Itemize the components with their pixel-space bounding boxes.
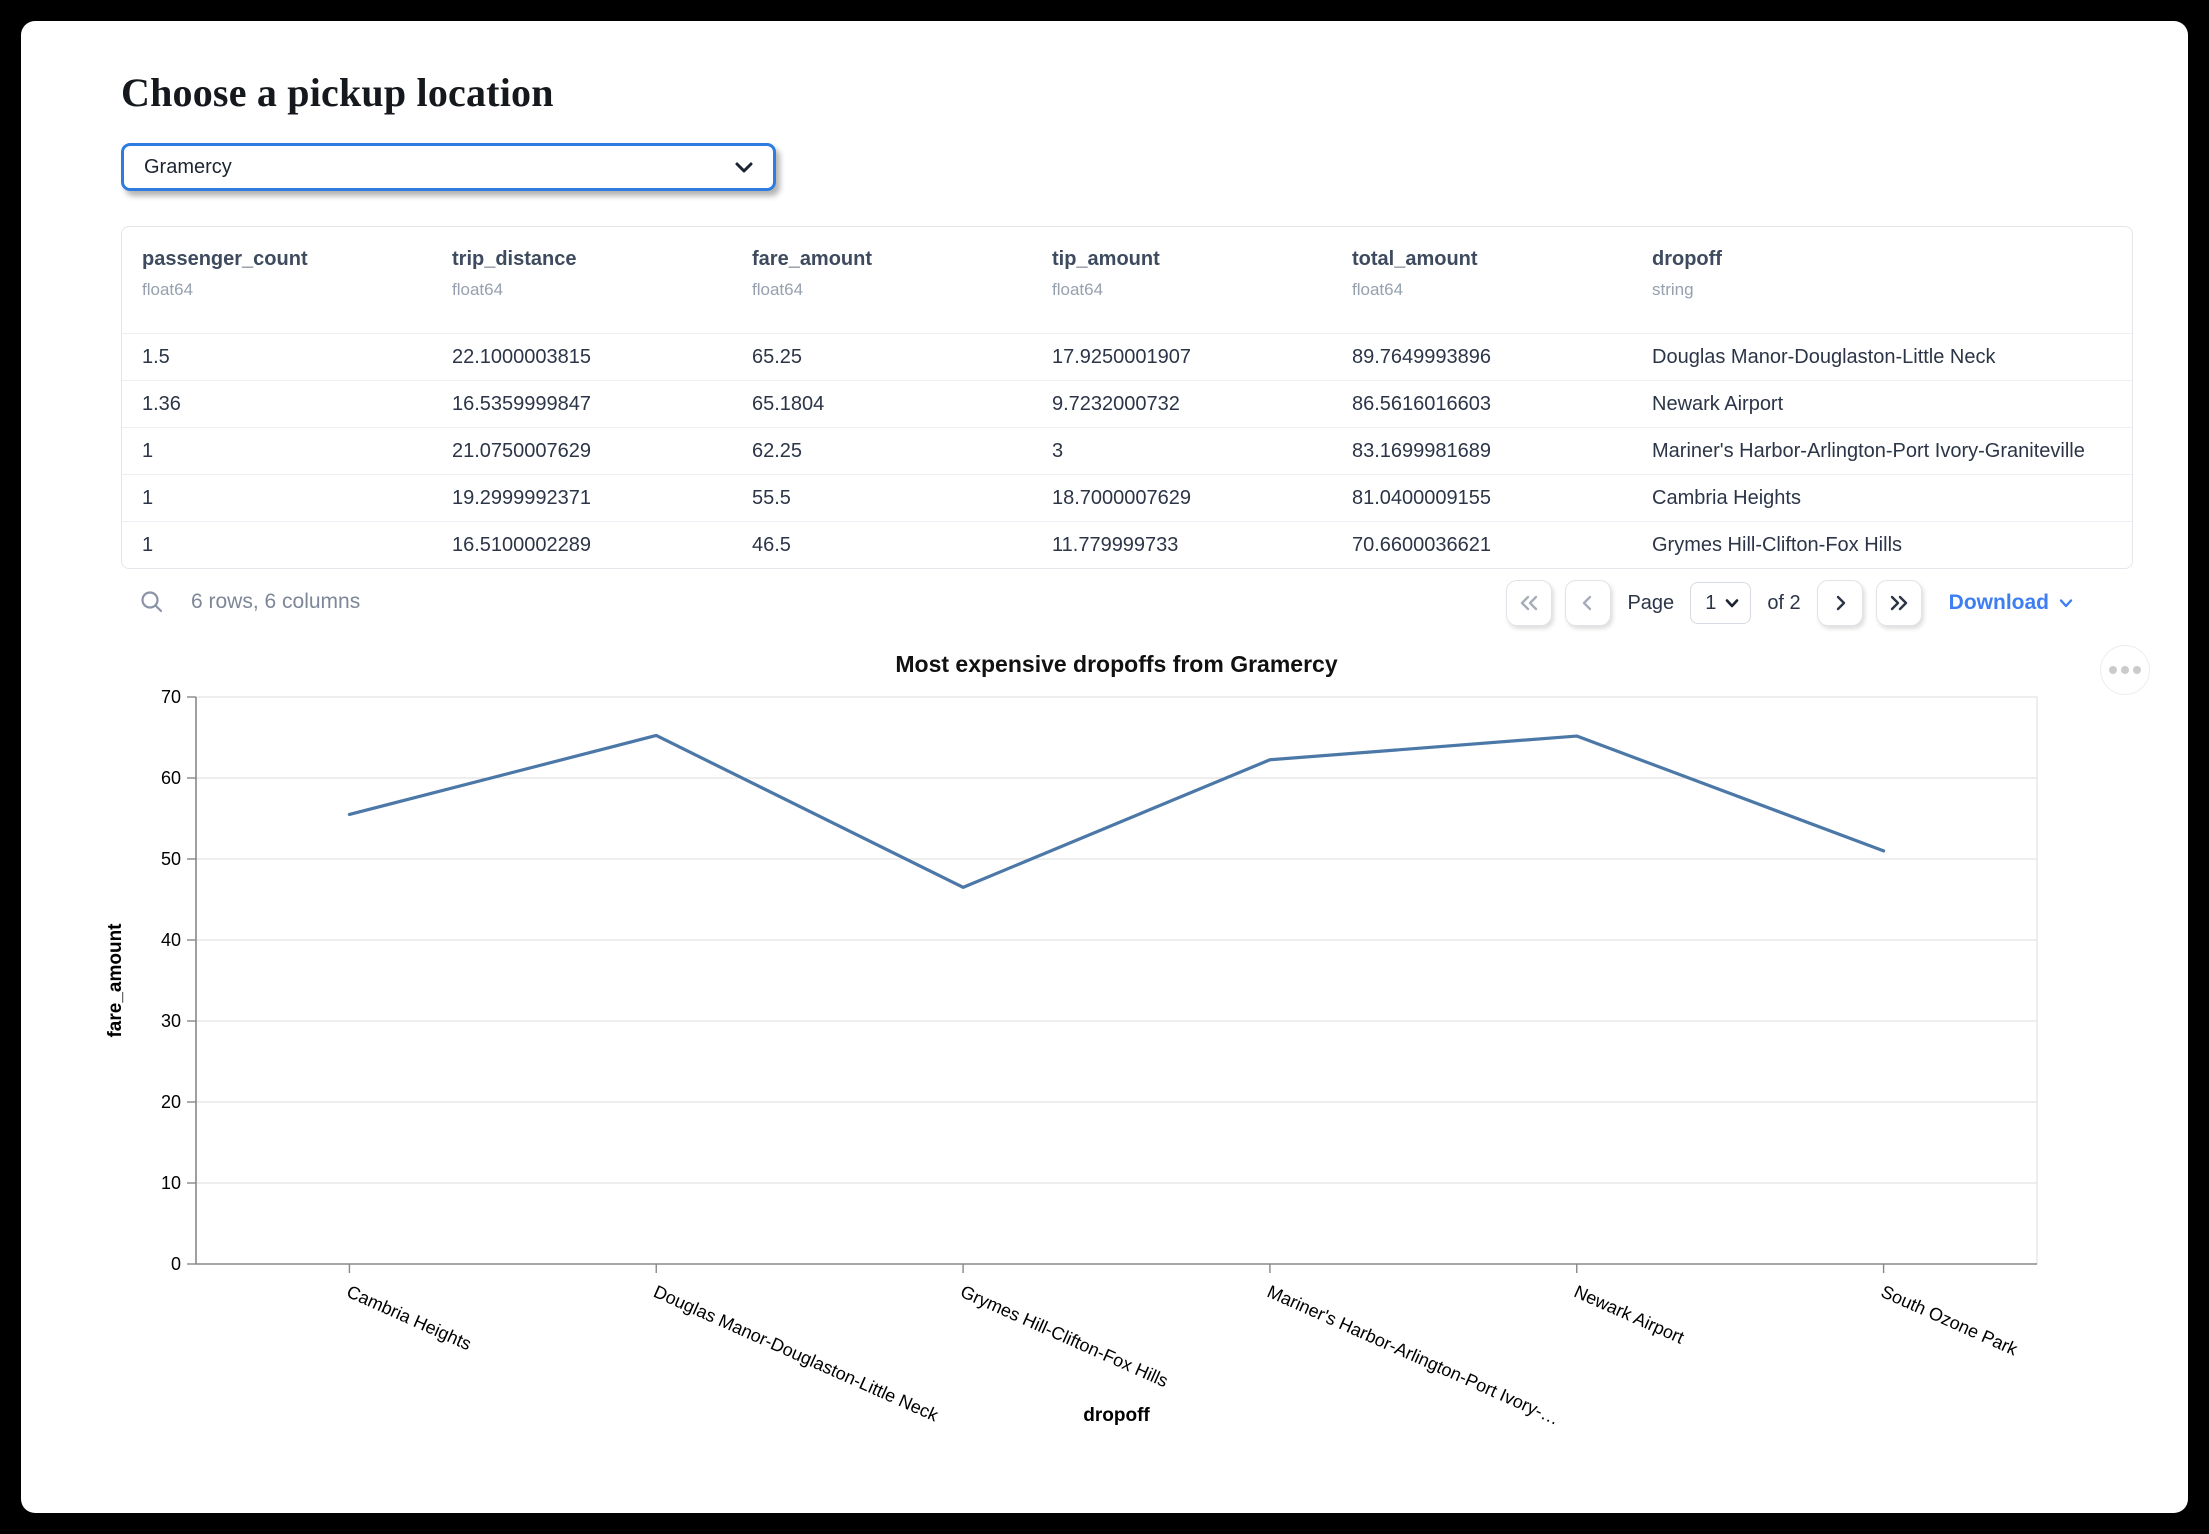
svg-text:South Ozone Park: South Ozone Park (1878, 1281, 2021, 1360)
download-button[interactable]: Download (1949, 591, 2074, 615)
table-row: 1 16.5100002289 46.5 11.779999733 70.6600036… (122, 521, 2132, 568)
column-name: trip_distance (452, 248, 577, 270)
table-row: 1 21.0750007629 62.25 3 83.1699981689 Mariner… (122, 427, 2132, 474)
column-name: dropoff (1652, 248, 1722, 270)
table-cell: 3 (1052, 439, 1064, 462)
column-type: float64 (452, 280, 504, 299)
svg-text:Mariner's Harbor-Arlington-Por: Mariner's Harbor-Arlington-Port Ivory-… (1264, 1281, 1562, 1428)
table-cell: 11.779999733 (1052, 533, 1179, 556)
chart-title: Most expensive dropoffs from Gramercy (895, 651, 1338, 677)
column-header-fare_amount[interactable]: fare_amount float64 (752, 227, 1052, 300)
table-cell: 9.7232000732 (1052, 392, 1180, 415)
table-row: 1 19.2999992371 55.5 18.7000007629 81.040000… (122, 474, 2132, 521)
svg-text:dropoff: dropoff (1083, 1405, 1150, 1426)
svg-text:10: 10 (161, 1173, 181, 1193)
table-cell: 16.5100002289 (452, 533, 592, 556)
table-cell: Cambria Heights (1652, 486, 1801, 509)
table-cell: Newark Airport (1652, 392, 1784, 415)
table-cell: 22.1000003815 (452, 345, 592, 368)
table-cell: 21.0750007629 (452, 439, 592, 462)
table-cell: 65.1804 (752, 392, 825, 415)
line-chart: 0 10 20 30 40 50 60 70 Cambria Heights Douglas Ma… (105, 687, 2038, 1429)
column-type: float64 (1352, 280, 1404, 299)
table-cell: 89.7649993896 (1352, 345, 1492, 368)
table-cell: 55.5 (752, 486, 791, 509)
page-label: Page (1627, 591, 1675, 614)
svg-text:Douglas Manor-Douglaston-Littl: Douglas Manor-Douglaston-Little Neck (651, 1281, 942, 1425)
table-cell: 1 (142, 486, 154, 509)
svg-text:50: 50 (161, 849, 181, 869)
svg-text:0: 0 (171, 1254, 181, 1274)
chart-options-button[interactable] (2100, 645, 2150, 695)
page-count-label: of 2 (1767, 591, 1801, 614)
table-cell: 1.5 (142, 345, 170, 368)
table-row: 1.36 16.5359999847 65.1804 9.7232000732 86.5… (122, 380, 2132, 427)
column-name: fare_amount (752, 248, 873, 270)
chevron-down-icon (2058, 595, 2074, 611)
column-header-passenger_count[interactable]: passenger_count float64 (142, 227, 452, 300)
table-cell: 19.2999992371 (452, 486, 592, 509)
page-title: Choose a pickup location (121, 70, 554, 115)
column-name: total_amount (1352, 248, 1478, 270)
column-type: string (1652, 280, 1694, 299)
svg-text:Grymes Hill-Clifton-Fox Hills: Grymes Hill-Clifton-Fox Hills (957, 1281, 1171, 1391)
chevron-down-icon (733, 156, 755, 178)
app-window: Choose a pickup location Gramercy passen… (21, 21, 2188, 1513)
ellipsis-icon (2109, 666, 2117, 674)
download-label: Download (1948, 591, 2049, 614)
svg-text:30: 30 (161, 1011, 181, 1031)
table-row: 1.5 22.1000003815 65.25 17.9250001907 89.764… (122, 333, 2132, 380)
column-name: passenger_count (142, 248, 308, 270)
column-header-dropoff[interactable]: dropoff string (1652, 227, 2132, 300)
table-cell: Grymes Hill-Clifton-Fox Hills (1652, 533, 1903, 556)
next-page-button[interactable] (1816, 580, 1863, 626)
table-cell: 1 (142, 439, 154, 462)
svg-text:40: 40 (161, 930, 181, 950)
svg-text:Newark Airport: Newark Airport (1571, 1281, 1687, 1347)
svg-text:20: 20 (161, 1092, 181, 1112)
chevron-right-icon (1830, 593, 1850, 613)
column-header-tip_amount[interactable]: tip_amount float64 (1052, 227, 1352, 300)
page-number-value: 1 (1705, 591, 1717, 614)
table-cell: 1 (142, 533, 154, 556)
table-cell: 62.25 (752, 439, 803, 462)
previous-page-button[interactable] (1565, 580, 1612, 626)
last-page-button[interactable] (1875, 580, 1922, 626)
table-cell: 17.9250001907 (1052, 345, 1192, 368)
column-type: float64 (752, 280, 804, 299)
svg-text:Cambria Heights: Cambria Heights (344, 1281, 475, 1354)
table-cell: 16.5359999847 (452, 392, 592, 415)
svg-text:60: 60 (161, 768, 181, 788)
page-number-select[interactable]: 1 (1690, 582, 1752, 624)
table-cell: 83.1699981689 (1352, 439, 1492, 462)
table-cell: 18.7000007629 (1052, 486, 1192, 509)
search-icon (139, 589, 165, 615)
column-name: tip_amount (1052, 248, 1160, 270)
first-page-button[interactable] (1506, 580, 1553, 626)
double-chevron-left-icon (1518, 593, 1540, 613)
column-header-total_amount[interactable]: total_amount float64 (1352, 227, 1652, 300)
table-cell: 86.5616016603 (1352, 392, 1492, 415)
pickup-location-select[interactable]: Gramercy (121, 143, 776, 191)
double-chevron-right-icon (1888, 593, 1910, 613)
svg-text:70: 70 (161, 687, 181, 707)
chevron-down-icon (1724, 595, 1740, 611)
table-cell: Mariner's Harbor-Arlington-Port Ivory-Gr… (1652, 439, 2085, 462)
svg-text:fare_amount: fare_amount (105, 923, 126, 1038)
table-cell: 65.25 (752, 345, 803, 368)
table-cell: 1.36 (142, 392, 181, 415)
table-cell: Douglas Manor-Douglaston-Little Neck (1652, 345, 1996, 368)
table-summary: 6 rows, 6 columns (191, 590, 361, 613)
column-type: float64 (142, 280, 194, 299)
column-type: float64 (1052, 280, 1104, 299)
table-cell: 81.0400009155 (1352, 486, 1492, 509)
table-cell: 70.6600036621 (1352, 533, 1492, 556)
search-button[interactable] (139, 589, 165, 615)
table-cell: 46.5 (752, 533, 791, 556)
chevron-left-icon (1578, 593, 1598, 613)
pickup-location-value: Gramercy (144, 155, 232, 178)
column-header-trip_distance[interactable]: trip_distance float64 (452, 227, 752, 300)
